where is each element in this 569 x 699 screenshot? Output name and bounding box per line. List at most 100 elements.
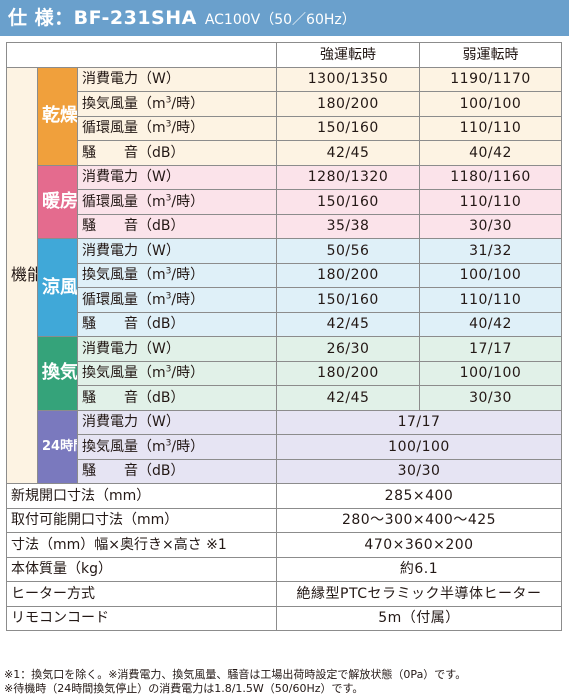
header-row: 強運転時 弱運転時 [6,42,562,68]
spec-label: 寸法（mm）幅×奥行き×高さ ※1 [6,532,277,558]
cell-value: 17/17 [419,336,562,362]
cell-value: 150/160 [276,189,420,215]
cell-value: 42/45 [276,140,420,166]
cell-value: 42/45 [276,385,420,411]
spec-value: 絶縁型PTCセラミック半導体ヒーター [276,581,562,607]
row-label-noise: 騒 音（dB） [77,213,277,239]
footnote: ※1：換気口を除く。※消費電力、換気風量、騒音は工場出荷時設定で解放状態（0Pa… [4,668,467,681]
cell-value: 180/200 [276,91,420,117]
table-row: リモコンコード 5m（付属） [6,605,562,631]
row-label-airflow: 換気風量（m3/時） [77,91,277,117]
row-label-power: 消費電力（W） [77,66,277,92]
spec-value: 5m（付属） [276,605,562,631]
spec-label: 本体質量（kg） [6,556,277,582]
row-label-power: 消費電力（W） [77,336,277,362]
cell-value: 40/42 [419,140,562,166]
cell-value: 30/30 [276,458,562,484]
row-label-power: 消費電力（W） [77,164,277,190]
cell-value: 180/200 [276,262,420,288]
spec-table: 強運転時 弱運転時 機能 乾燥 消費電力（W） 1300/1350 1190/1… [6,42,562,631]
cell-value: 26/30 [276,336,420,362]
table-row: 騒 音（dB） 30/30 [7,458,562,484]
spec-value: 470×360×200 [276,532,562,558]
row-label-circulation: 循環風量（m3/時） [77,115,277,141]
table-row: 換気風量（m3/時） 180/200 100/100 [7,91,562,117]
row-label-power: 消費電力（W） [77,409,277,435]
cell-value: 42/45 [276,311,420,337]
spec-title-bar: 仕 様：BF-231SHA AC100V（50／60Hz） [0,0,569,36]
row-label-noise: 騒 音（dB） [77,311,277,337]
cell-value: 110/110 [419,287,562,313]
table-row: 騒 音（dB） 42/45 40/42 [7,311,562,337]
cell-value: 31/32 [419,238,562,264]
cell-value: 100/100 [419,360,562,386]
header-strong: 強運転時 [276,42,420,68]
table-row: 騒 音（dB） 35/38 30/30 [7,213,562,239]
cell-value: 30/30 [419,213,562,239]
row-label-noise: 騒 音（dB） [77,140,277,166]
footnote: ※待機時（24時間換気停止）の消費電力は1.8/1.5W（50/60Hz）です。 [4,682,364,695]
spec-value: 285×400 [276,483,562,509]
cell-value: 1300/1350 [276,66,420,92]
spec-voltage: AC100V（50／60Hz） [204,12,356,28]
group-vent-label: 換気 [37,336,78,411]
table-row: 寸法（mm）幅×奥行き×高さ ※1 470×360×200 [6,532,562,558]
group-heat-label: 暖房 [37,164,78,239]
table-row: 換気風量（m3/時） 180/200 100/100 [7,262,562,288]
cell-value: 30/30 [419,385,562,411]
spec-label: リモコンコード [6,605,277,631]
spec-value: 280〜300×400〜425 [276,507,562,533]
cell-value: 100/100 [276,434,562,460]
table-row: 騒 音（dB） 42/45 30/30 [7,385,562,411]
table-row: 涼風 消費電力（W） 50/56 31/32 [7,238,562,337]
table-row: 取付可能開口寸法（mm） 280〜300×400〜425 [6,507,562,533]
group-dry-label: 乾燥 [37,66,78,166]
cell-value: 150/160 [276,115,420,141]
cell-value: 150/160 [276,287,420,313]
row-label-circulation: 循環風量（m3/時） [77,189,277,215]
table-row: 24時間換気 消費電力（W） 17/17 [7,409,562,484]
footnotes: ※1：換気口を除く。※消費電力、換気風量、騒音は工場出荷時設定で解放状態（0Pa… [4,668,466,696]
cell-value: 1180/1160 [419,164,562,190]
kino-label: 機能 [6,66,38,484]
table-row: 循環風量（m3/時） 150/160 110/110 [7,115,562,141]
cell-value: 35/38 [276,213,420,239]
group-cool-label: 涼風 [37,238,78,337]
table-row: 機能 乾燥 消費電力（W） 1300/1350 1190/1170 [6,66,562,484]
table-row: 新規開口寸法（mm） 285×400 [6,483,562,509]
table-row: 換気風量（m3/時） 180/200 100/100 [7,360,562,386]
cell-value: 110/110 [419,189,562,215]
table-row: 循環風量（m3/時） 150/160 110/110 [7,189,562,215]
row-label-noise: 騒 音（dB） [77,458,277,484]
spec-label: ヒーター方式 [6,581,277,607]
spec-value: 約6.1 [276,556,562,582]
row-label-power: 消費電力（W） [77,238,277,264]
table-row: 本体質量（kg） 約6.1 [6,556,562,582]
cell-value: 17/17 [276,409,562,435]
cell-value: 100/100 [419,262,562,288]
cell-value: 50/56 [276,238,420,264]
table-row: ヒーター方式 絶縁型PTCセラミック半導体ヒーター [6,581,562,607]
row-label-airflow: 換気風量（m3/時） [77,434,277,460]
row-label-circulation: 循環風量（m3/時） [77,287,277,313]
row-label-airflow: 換気風量（m3/時） [77,360,277,386]
spec-label: 取付可能開口寸法（mm） [6,507,277,533]
header-blank [6,42,277,68]
cell-value: 1190/1170 [419,66,562,92]
group-24h-label: 24時間換気 [37,409,78,484]
table-row: 騒 音（dB） 42/45 40/42 [7,140,562,166]
cell-value: 100/100 [419,91,562,117]
cell-value: 40/42 [419,311,562,337]
spec-label: 新規開口寸法（mm） [6,483,277,509]
table-row: 換気 消費電力（W） 26/30 17/17 [7,336,562,411]
row-label-noise: 騒 音（dB） [77,385,277,411]
header-weak: 弱運転時 [419,42,562,68]
cell-value: 110/110 [419,115,562,141]
row-label-airflow: 換気風量（m3/時） [77,262,277,288]
table-row: 循環風量（m3/時） 150/160 110/110 [7,287,562,313]
cell-value: 1280/1320 [276,164,420,190]
table-row: 換気風量（m3/時） 100/100 [7,434,562,460]
cell-value: 180/200 [276,360,420,386]
spec-title: 仕 様：BF-231SHA [8,7,197,29]
table-row: 暖房 消費電力（W） 1280/1320 1180/1160 [7,164,562,239]
